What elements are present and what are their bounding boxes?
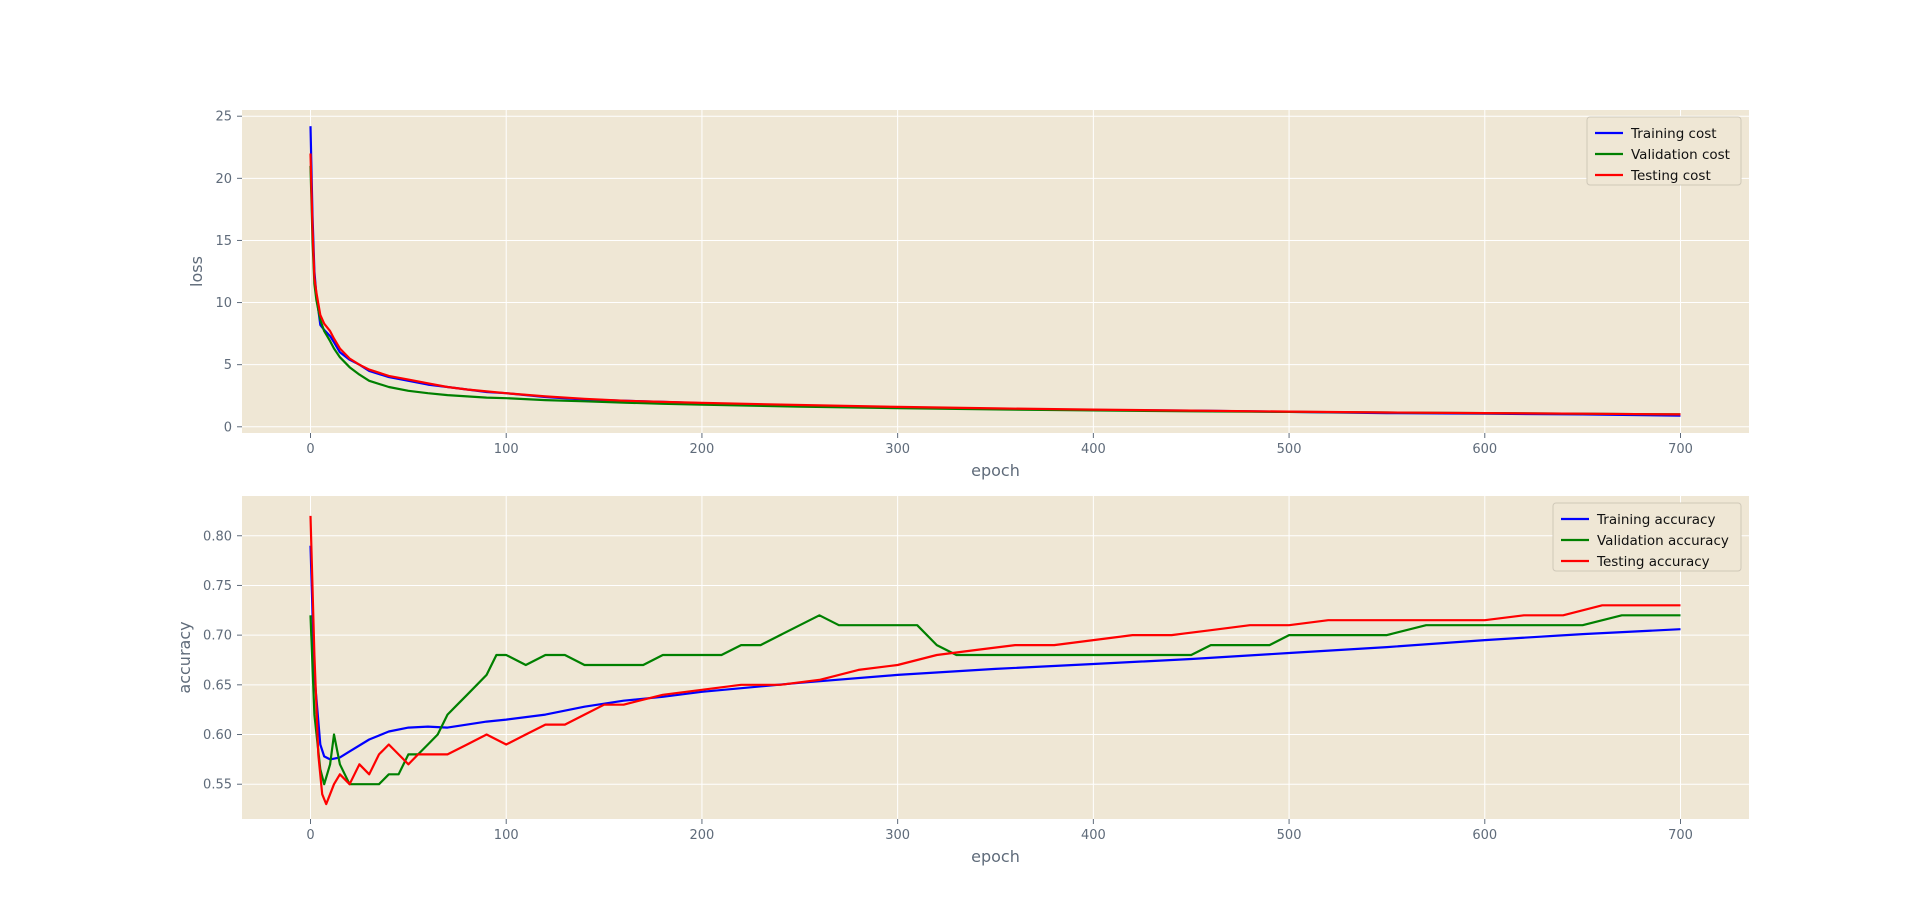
x-tick-label: 400 bbox=[1081, 828, 1106, 843]
series-line-testing-accuracy bbox=[309, 515, 1681, 806]
x-tick-label: 700 bbox=[1668, 828, 1693, 843]
loss-y-axis-label: loss bbox=[187, 256, 206, 287]
x-tick-label: 700 bbox=[1668, 442, 1693, 457]
x-tick-label: 300 bbox=[885, 828, 910, 843]
accuracy-series bbox=[309, 515, 1681, 806]
accuracy-legend-box bbox=[1552, 502, 1742, 572]
x-tick-label: 100 bbox=[494, 828, 519, 843]
legend-label-testing-cost: Testing cost bbox=[1630, 168, 1711, 184]
y-tick-label: 0.75 bbox=[203, 579, 232, 594]
loss-legend-box bbox=[1586, 116, 1742, 186]
x-tick-label: 600 bbox=[1472, 442, 1497, 457]
y-tick-label: 0.80 bbox=[203, 529, 232, 544]
x-tick-label: 300 bbox=[885, 442, 910, 457]
accuracy-x-axis-label: epoch bbox=[971, 847, 1020, 866]
legend-label-validation-accuracy: Validation accuracy bbox=[1597, 533, 1729, 549]
y-tick-label: 10 bbox=[215, 296, 232, 311]
loss-y-ticks: 0 5 10 15 20 25 bbox=[215, 110, 242, 435]
x-tick-label: 500 bbox=[1277, 442, 1302, 457]
loss-x-ticks: 0 100 200 300 400 500 600 700 bbox=[306, 433, 1693, 457]
accuracy-grid bbox=[242, 496, 1749, 819]
loss-legend: Training cost Validation cost Testing co… bbox=[1586, 116, 1742, 186]
y-tick-label: 5 bbox=[224, 358, 232, 373]
y-tick-label: 0.65 bbox=[203, 678, 232, 693]
y-tick-label: 0 bbox=[224, 420, 232, 435]
accuracy-x-ticks: 0 100 200 300 400 500 600 700 bbox=[306, 819, 1693, 843]
y-tick-label: 0.70 bbox=[203, 629, 232, 644]
x-tick-label: 0 bbox=[306, 442, 314, 457]
y-tick-label: 0.55 bbox=[203, 778, 232, 793]
legend-label-validation-cost: Validation cost bbox=[1631, 147, 1730, 163]
accuracy-subplot: 0 100 200 300 400 500 600 700 0.550.600.650.700… bbox=[175, 496, 1749, 866]
accuracy-y-axis-label: accuracy bbox=[175, 621, 194, 693]
x-tick-label: 200 bbox=[690, 442, 715, 457]
y-tick-label: 25 bbox=[215, 110, 232, 125]
loss-plot-area bbox=[242, 110, 1749, 433]
x-tick-label: 100 bbox=[494, 442, 519, 457]
legend-label-testing-accuracy: Testing accuracy bbox=[1596, 554, 1710, 570]
accuracy-y-ticks: 0.55 0.60 0.65 0.70 0.75 0.80 bbox=[203, 529, 242, 793]
loss-series bbox=[309, 126, 1681, 417]
accuracy-plot-area bbox=[242, 496, 1749, 819]
x-tick-label: 500 bbox=[1277, 828, 1302, 843]
x-tick-label: 200 bbox=[690, 828, 715, 843]
series-line-validation-accuracy bbox=[309, 614, 1681, 786]
series-line-testing-cost bbox=[309, 153, 1681, 416]
legend-label-training-cost: Training cost bbox=[1630, 126, 1717, 142]
y-tick-label: 20 bbox=[215, 172, 232, 187]
x-tick-label: 600 bbox=[1472, 828, 1497, 843]
x-tick-label: 400 bbox=[1081, 442, 1106, 457]
y-tick-label: 0.60 bbox=[203, 728, 232, 743]
loss-x-axis-label: epoch bbox=[971, 461, 1020, 480]
x-tick-label: 0 bbox=[306, 828, 314, 843]
accuracy-legend: Training accuracy Validation accuracy Te… bbox=[1552, 502, 1742, 572]
legend-label-training-accuracy: Training accuracy bbox=[1596, 512, 1715, 528]
y-tick-label: 15 bbox=[215, 234, 232, 249]
